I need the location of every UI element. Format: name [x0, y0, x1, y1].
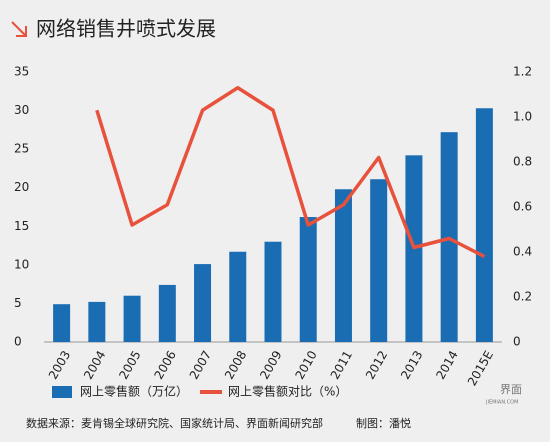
y-tick-label: 25 — [14, 142, 29, 156]
bar — [158, 284, 176, 342]
y-tick-label: 35 — [14, 65, 29, 79]
x-tick-label: 2013 — [398, 348, 425, 381]
chart-title: 网络销售井喷式发展 — [36, 17, 216, 41]
y2-tick-label: 0.2 — [513, 290, 532, 304]
x-tick-label: 2011 — [328, 348, 355, 381]
y2-tick-label: 0 — [513, 335, 521, 349]
x-tick-label: 2015E — [465, 348, 496, 388]
y2-tick-label: 0.4 — [513, 245, 532, 259]
x-tick-label: 2008 — [222, 348, 249, 381]
bar — [88, 301, 106, 342]
y2-tick-label: 0.6 — [513, 200, 532, 214]
x-tick-label: 2009 — [257, 348, 284, 381]
legend-swatch — [52, 386, 72, 398]
x-tick-label: 2012 — [363, 348, 390, 381]
y-tick-label: 15 — [14, 219, 29, 233]
legend-label: 网上零售额（万亿） — [80, 384, 188, 399]
bar — [334, 189, 352, 342]
x-tick-label: 2014 — [433, 348, 460, 381]
title-icon — [11, 21, 27, 37]
x-tick-label: 2007 — [187, 348, 214, 381]
line — [95, 86, 486, 259]
y-tick-label: 0 — [14, 335, 22, 349]
x-tick-label: 2003 — [46, 348, 73, 381]
bar — [475, 108, 493, 342]
y-tick-label: 10 — [14, 257, 29, 271]
x-tick-label: 2006 — [152, 348, 179, 381]
x-tick-label: 2005 — [116, 348, 143, 381]
logo-sub: JIEMIAN.COM — [485, 400, 518, 406]
bar — [53, 304, 71, 342]
bar — [194, 264, 212, 342]
y2-tick-label: 1.0 — [513, 110, 532, 124]
y-tick-label: 30 — [14, 103, 29, 117]
y-tick-label: 20 — [14, 180, 29, 194]
credit: 制图：潘悦 — [356, 416, 411, 430]
source: 数据来源：麦肯锡全球研究院、国家统计局、界面新闻研究部 — [26, 416, 323, 430]
bar — [299, 217, 317, 342]
y2-tick-label: 1.2 — [513, 65, 532, 79]
x-tick-label: 2004 — [81, 348, 108, 381]
y2-tick-label: 0.8 — [513, 155, 532, 169]
bar — [264, 241, 282, 342]
logo: 界面 — [500, 383, 522, 396]
bar — [370, 179, 388, 342]
y-tick-label: 5 — [14, 296, 22, 310]
legend-label: 网上零售额对比（%） — [228, 384, 347, 399]
bar — [229, 251, 247, 342]
x-tick-label: 2010 — [292, 348, 319, 381]
bar — [123, 295, 141, 342]
